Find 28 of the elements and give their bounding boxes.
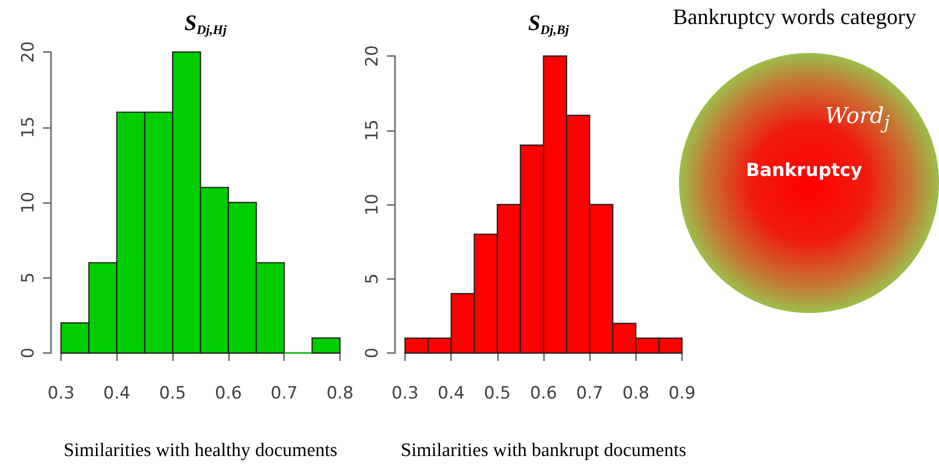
x-tick-label: 0.6 [214,384,242,404]
x-tick-label: 0.8 [326,384,354,404]
x-axis-title: Similarities with healthy documents [64,440,338,461]
text: Bankruptcy [746,160,862,181]
x-tick-label: 0.5 [159,384,186,404]
y-tick-label: 0 [18,348,38,358]
y-tick-label: 5 [362,273,382,284]
x-tick-label: 0.3 [391,384,419,404]
x-tick-label: 0.8 [622,384,650,404]
y-tick-label: 20 [18,41,38,63]
text: Word$_{j}$ [825,104,890,134]
y-tick-label: 20 [362,45,382,67]
y-tick-label: 5 [18,272,38,284]
text: Bankruptcy words category [672,4,918,30]
x-tick-label: 0.3 [47,384,75,404]
x-axis-title: Similarities with bankrupt documents [400,440,686,461]
y-tick-label: 10 [18,192,38,214]
y-tick-label: 10 [362,194,382,216]
x-tick-label: 0.7 [576,384,604,404]
y-tick-label: 15 [362,119,382,142]
y-tick-label: 15 [18,116,38,138]
x-tick-label: 0.4 [438,384,465,404]
x-tick-label: 0.4 [103,384,130,404]
x-tick-label: 0.9 [668,384,696,404]
x-tick-label: 0.6 [530,384,558,404]
x-tick-label: 0.7 [270,384,298,404]
x-tick-label: 0.5 [484,384,511,404]
y-tick-label: 0 [362,348,382,358]
